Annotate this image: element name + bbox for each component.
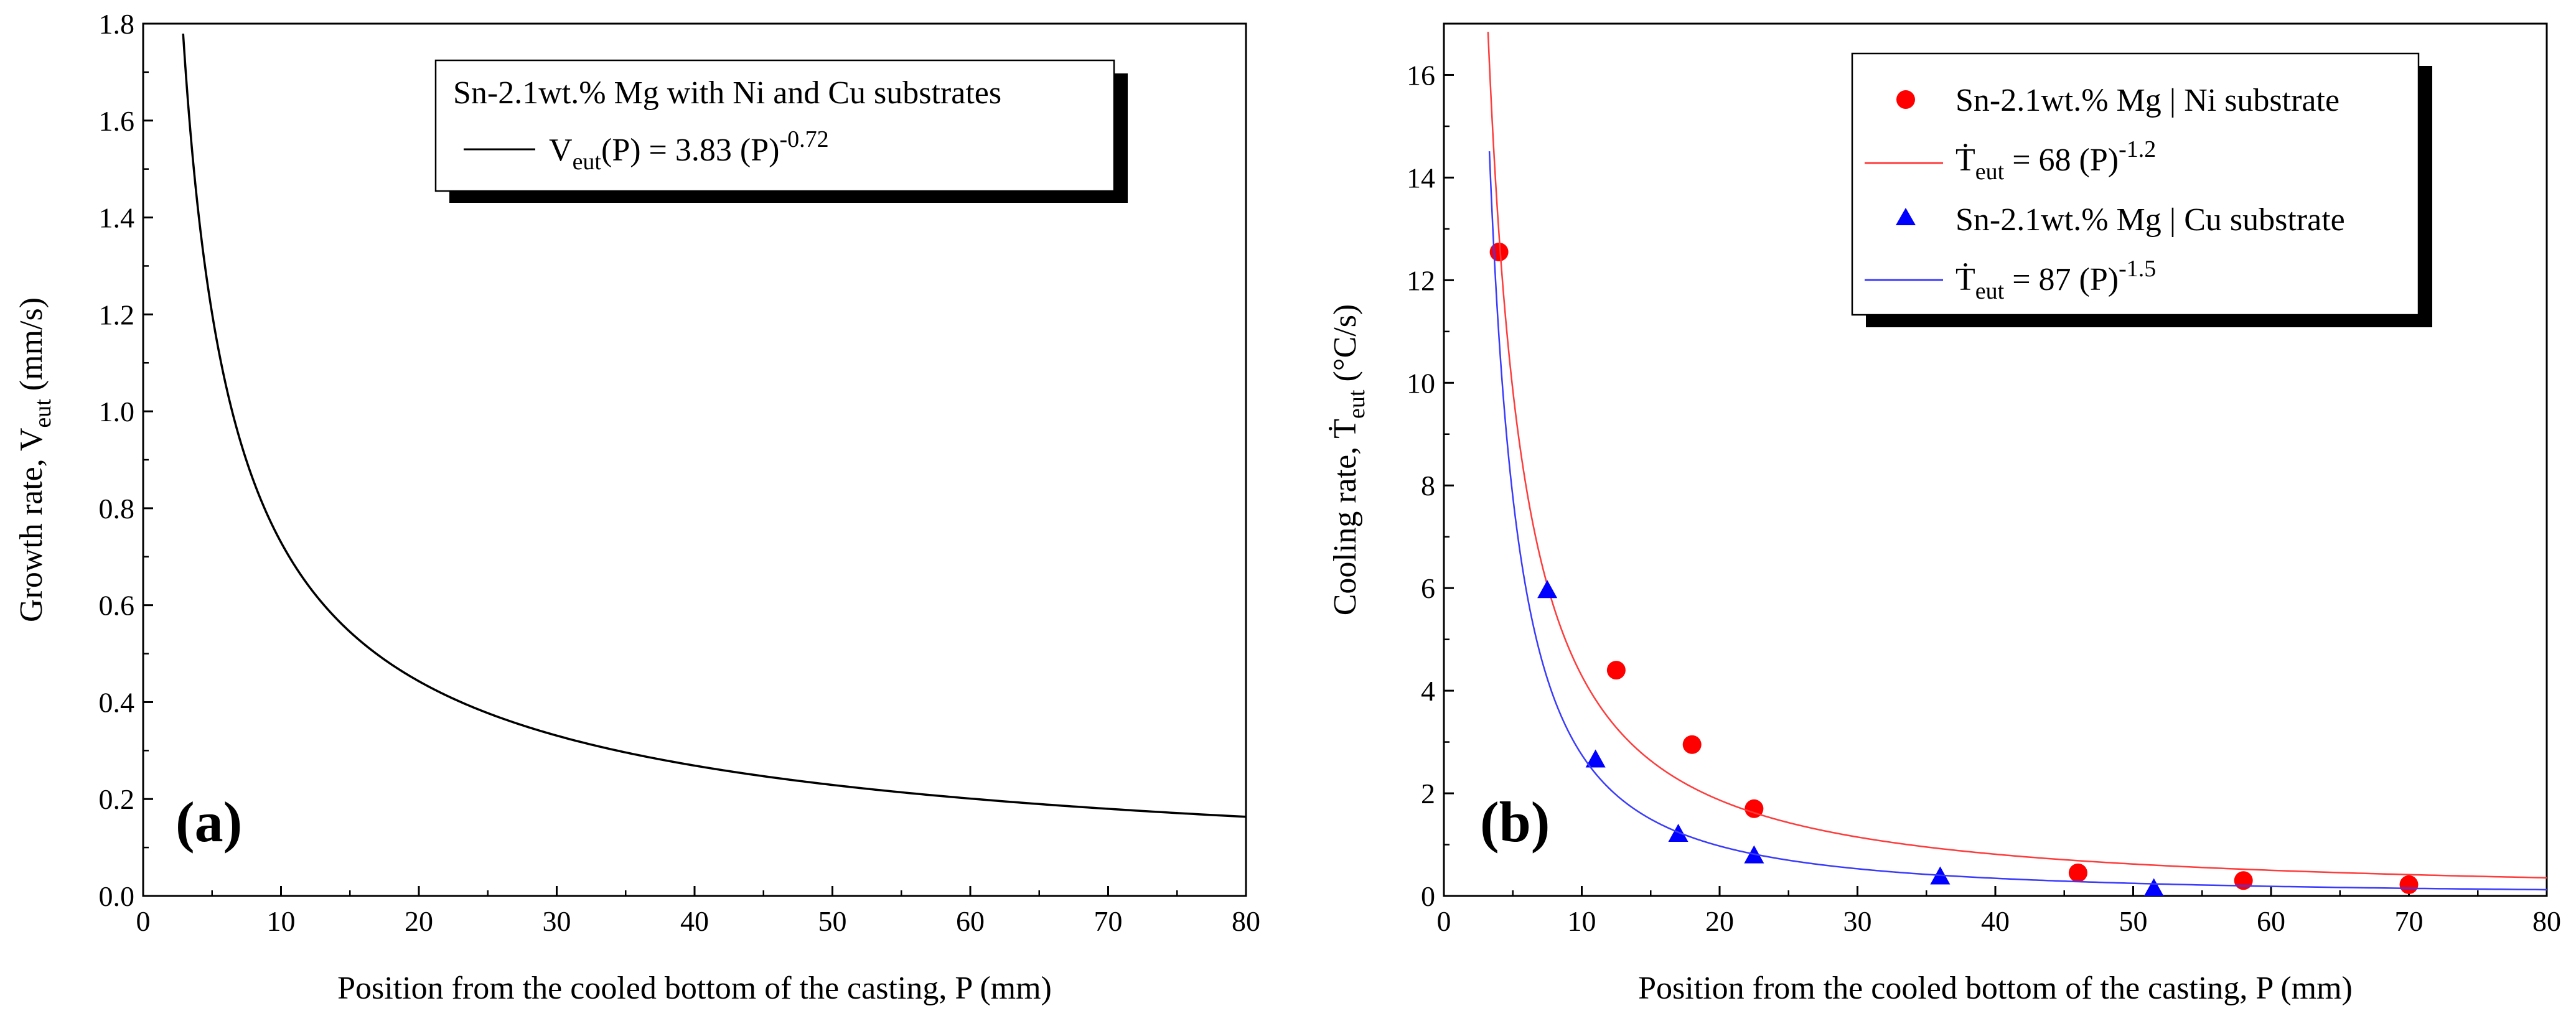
data-point-b-s0-1 bbox=[1606, 661, 1626, 680]
data-point-b-s0-5 bbox=[2234, 871, 2253, 890]
legend-marker-cu-points bbox=[1896, 208, 1916, 225]
x-tick-label-a-0: 0 bbox=[136, 905, 151, 937]
y-tick-label-b-4: 8 bbox=[1421, 470, 1435, 501]
y-tick-label-a-2: 0.4 bbox=[99, 686, 135, 718]
x-tick-label-b-4: 40 bbox=[1981, 905, 2010, 937]
x-tick-label-b-8: 80 bbox=[2532, 905, 2561, 937]
x-tick-label-a-6: 60 bbox=[956, 905, 985, 937]
x-tick-label-b-3: 30 bbox=[1843, 905, 1872, 937]
x-tick-label-a-2: 20 bbox=[405, 905, 433, 937]
legend-b: Sn-2.1wt.% Mg | Ni substrate Ṫeut = 68 (… bbox=[1851, 52, 2432, 327]
x-tick-label-b-7: 70 bbox=[2395, 905, 2424, 937]
y-tick-label-b-1: 2 bbox=[1421, 778, 1435, 809]
y-tick-label-b-7: 14 bbox=[1407, 162, 1435, 193]
y-tick-label-b-6: 12 bbox=[1407, 264, 1435, 296]
data-layer-a bbox=[182, 33, 1246, 818]
x-tick-label-b-5: 50 bbox=[2119, 905, 2148, 937]
y-tick-label-a-6: 1.2 bbox=[99, 299, 135, 330]
y-axis-title-b: Cooling rate, Ṫeut (°C/s) bbox=[1328, 304, 1370, 616]
data-point-b-s2-0 bbox=[1537, 580, 1558, 599]
legend-label-cu-points: Sn-2.1wt.% Mg | Cu substrate bbox=[1955, 202, 2345, 238]
y-tick-label-a-3: 0.6 bbox=[99, 590, 135, 622]
data-point-b-s0-3 bbox=[1745, 799, 1764, 818]
x-tick-label-a-7: 70 bbox=[1094, 905, 1123, 937]
legend-box-a bbox=[434, 59, 1115, 192]
fit-curve-b-1 bbox=[1487, 32, 2547, 879]
y-tick-label-b-5: 10 bbox=[1407, 367, 1435, 399]
data-layer-b bbox=[1487, 32, 2547, 896]
data-point-b-s0-6 bbox=[2399, 875, 2419, 894]
panel-label-b: (b) bbox=[1480, 790, 1550, 854]
y-axis-title-a: Growth rate, Veut (mm/s) bbox=[14, 297, 56, 622]
x-tick-label-b-1: 10 bbox=[1568, 905, 1596, 937]
legend-label-cu-fit: Ṫeut = 87 (P)-1.5 bbox=[1955, 256, 2156, 304]
x-tick-label-b-2: 20 bbox=[1705, 905, 1734, 937]
axis-ticks-b: 0 10 20 30 40 50 60 70 80 0 2 4 6 8 10 12 14 16 bbox=[1407, 22, 2561, 937]
panel-label-a: (a) bbox=[176, 790, 242, 854]
x-tick-label-b-0: 0 bbox=[1437, 905, 1451, 937]
data-point-b-s0-4 bbox=[2068, 863, 2087, 882]
chart-panel-b: 0 10 20 30 40 50 60 70 80 0 2 4 6 8 10 12 14 16 Position … bbox=[1328, 22, 2561, 1006]
x-tick-label-b-6: 60 bbox=[2257, 905, 2285, 937]
axis-ticks-a: 0 10 20 30 40 50 60 70 80 0.0 0.2 0.4 0.6 0.8 1.0 1.2 1.… bbox=[99, 8, 1261, 937]
x-axis-title-b: Position from the cooled bottom of the c… bbox=[1638, 971, 2353, 1006]
y-tick-label-b-2: 4 bbox=[1421, 675, 1435, 707]
y-tick-label-a-1: 0.2 bbox=[99, 783, 135, 815]
x-tick-label-a-3: 30 bbox=[543, 905, 571, 937]
y-tick-label-a-8: 1.6 bbox=[99, 105, 135, 137]
fit-curve-b-3 bbox=[1488, 151, 2547, 891]
chart-panel-a: 0 10 20 30 40 50 60 70 80 0.0 0.2 0.4 0.6 0.8 1.0 1.2 1.… bbox=[14, 8, 1260, 1006]
data-point-b-s0-2 bbox=[1682, 735, 1702, 754]
legend-label-ni-points: Sn-2.1wt.% Mg | Ni substrate bbox=[1955, 83, 2339, 118]
legend-box-b bbox=[1851, 52, 2420, 316]
data-point-b-s2-1 bbox=[1585, 749, 1606, 768]
y-tick-label-b-8: 16 bbox=[1407, 59, 1435, 91]
x-tick-label-a-5: 50 bbox=[818, 905, 847, 937]
fit-curve-a-0 bbox=[182, 33, 1246, 818]
x-tick-label-a-1: 10 bbox=[267, 905, 296, 937]
y-tick-label-b-0: 0 bbox=[1421, 880, 1435, 912]
data-point-b-s2-5 bbox=[2143, 878, 2164, 896]
y-tick-label-a-9: 1.8 bbox=[99, 8, 135, 40]
x-tick-label-a-8: 80 bbox=[1232, 905, 1260, 937]
legend-title-a: Sn-2.1wt.% Mg with Ni and Cu substrates bbox=[453, 75, 1001, 111]
y-tick-label-a-4: 0.8 bbox=[99, 493, 135, 524]
y-tick-label-a-5: 1.0 bbox=[99, 396, 135, 427]
x-axis-title-a: Position from the cooled bottom of the c… bbox=[337, 971, 1052, 1006]
legend-label-a-fit: Veut(P) = 3.83 (P)-0.72 bbox=[549, 126, 829, 175]
y-tick-label-b-3: 6 bbox=[1421, 572, 1435, 604]
legend-label-ni-fit: Ṫeut = 68 (P)-1.2 bbox=[1955, 136, 2156, 185]
y-tick-label-a-7: 1.4 bbox=[99, 202, 135, 234]
y-tick-label-a-0: 0.0 bbox=[99, 880, 135, 912]
x-tick-label-a-4: 40 bbox=[680, 905, 709, 937]
legend-marker-ni-points bbox=[1896, 90, 1915, 109]
legend-a: Sn-2.1wt.% Mg with Ni and Cu substrates … bbox=[434, 59, 1128, 203]
